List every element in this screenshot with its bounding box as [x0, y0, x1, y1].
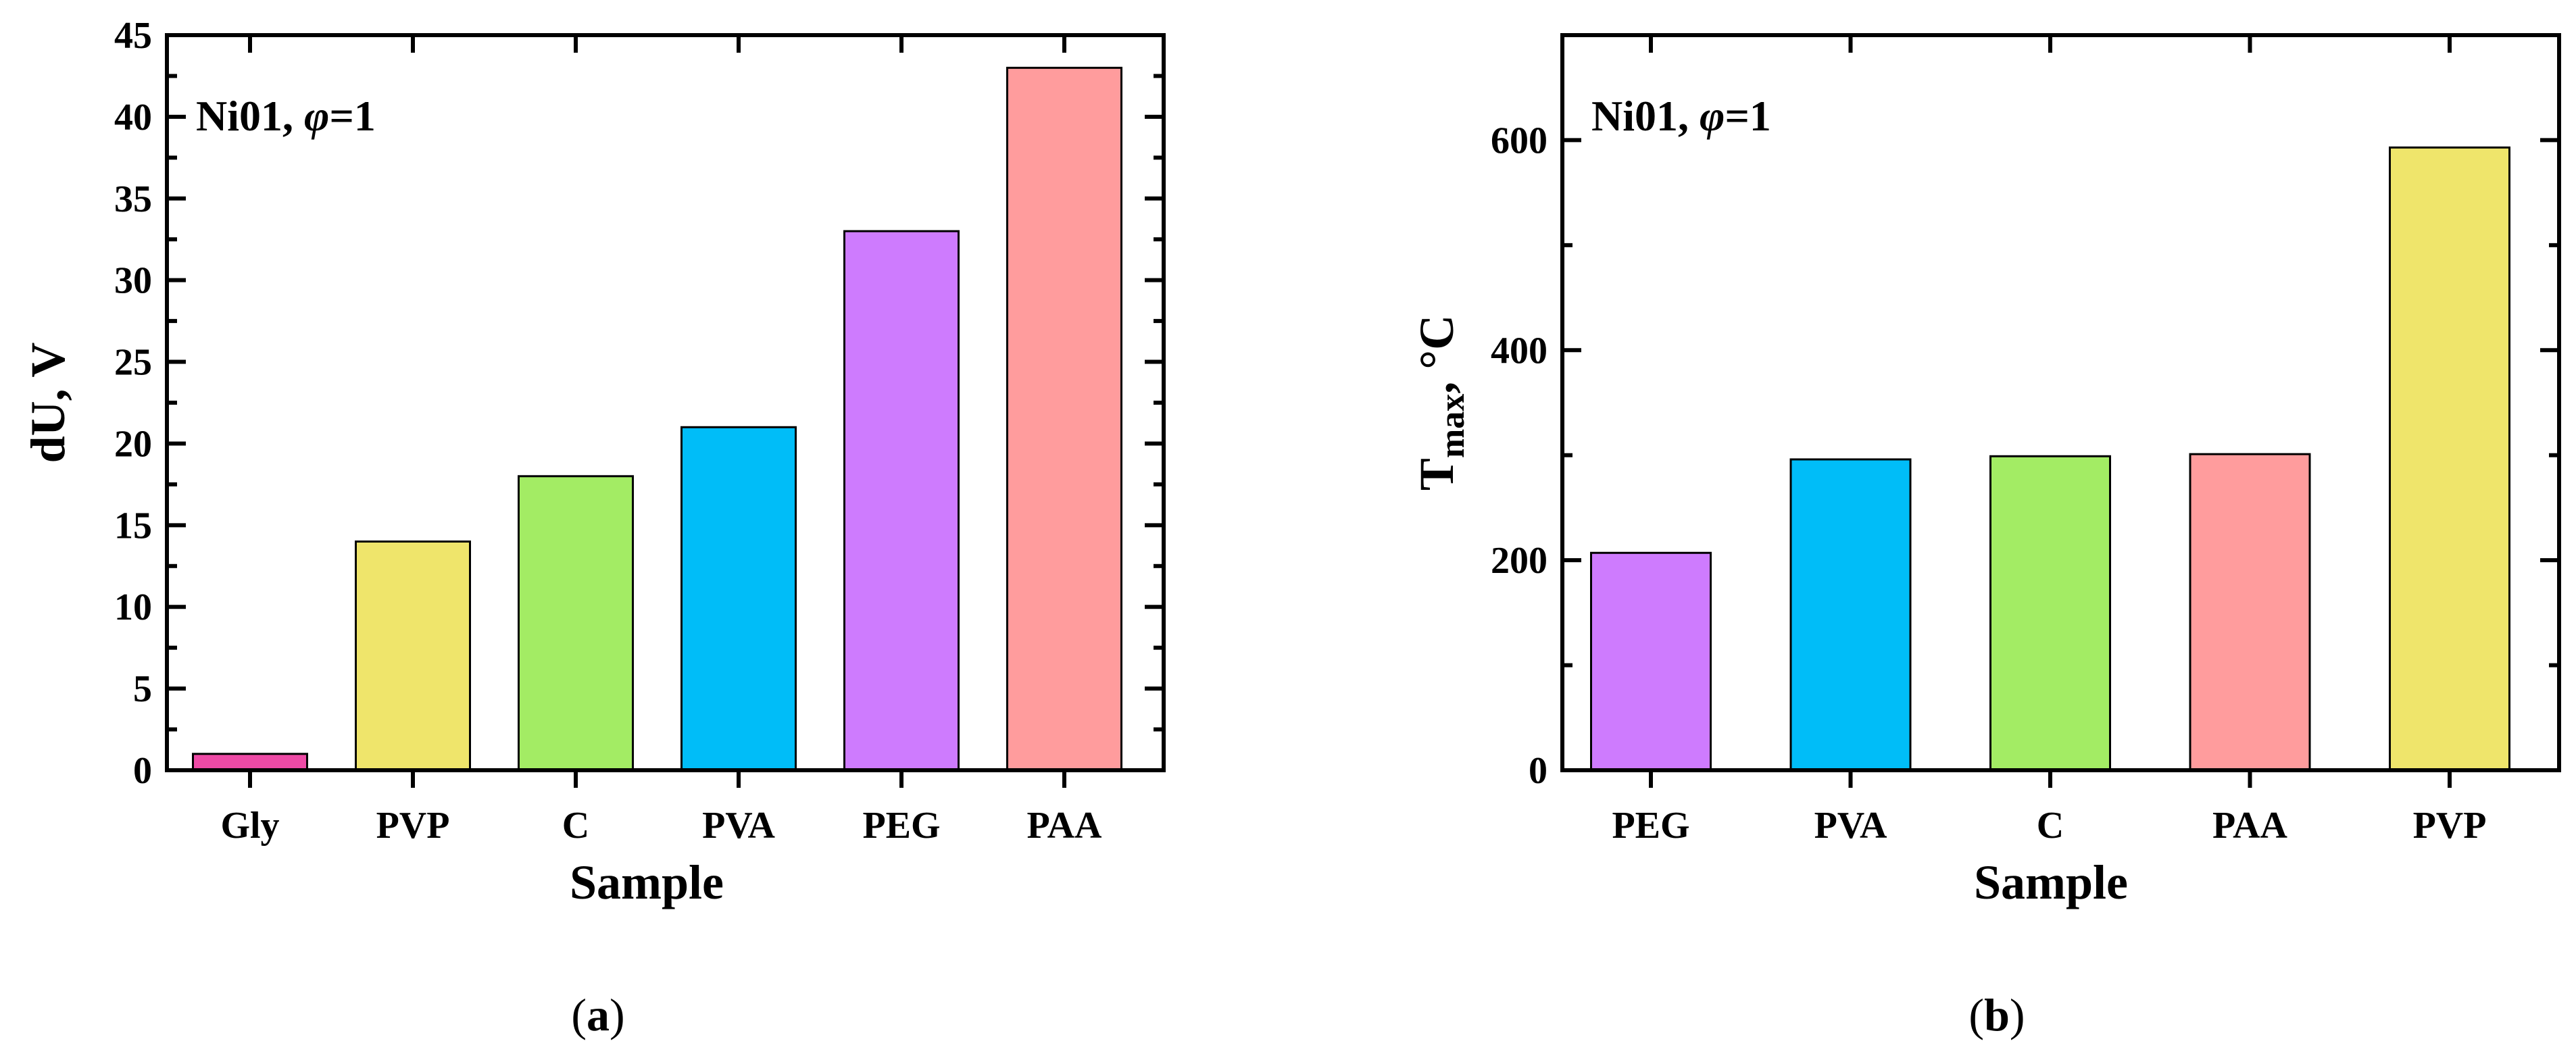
bar-pva [680, 426, 797, 772]
y-tick-label: 400 [1491, 330, 1547, 372]
bar-peg [843, 230, 960, 772]
bar-pvp [2389, 146, 2510, 772]
y-tick-label: 5 [133, 668, 152, 710]
panel-b: 0 200 400 600 PEG PVA C PAA PVP Ni01, φ=1 Sample… [1410, 33, 2561, 1040]
panel-b-tick-labels: 0 200 400 600 PEG PVA C PAA PVP [1491, 120, 2486, 847]
panel-a-annotation: Ni01, φ=1 [196, 92, 376, 140]
x-tick-label-c: C [562, 805, 589, 847]
y-tick-label: 0 [133, 750, 152, 792]
panel-a-x-axis-title: Sample [570, 855, 724, 909]
x-tick-label-peg: PEG [862, 805, 940, 847]
x-tick-label-paa: PAA [2212, 805, 2287, 847]
panel-b-label: (b) [1968, 989, 2025, 1040]
bar-gly [192, 753, 308, 772]
y-tick-label: 200 [1491, 540, 1547, 582]
x-tick-label-pva: PVA [1814, 805, 1887, 847]
panel-b-annotation: Ni01, φ=1 [1591, 92, 1771, 140]
bar-pva [1789, 458, 1912, 772]
panel-b-bars [1590, 146, 2510, 772]
panel-a-bars [192, 66, 1122, 772]
bar-paa [1006, 66, 1122, 772]
bar-pvp [355, 541, 471, 772]
x-tick-label-paa: PAA [1027, 805, 1102, 847]
bar-paa [2189, 453, 2311, 772]
y-tick-label: 35 [114, 178, 152, 220]
y-tick-label: 25 [114, 342, 152, 384]
x-tick-label-pvp: PVP [376, 805, 450, 847]
panel-b-x-axis-title: Sample [1974, 855, 2128, 909]
panel-a-y-axis-title: dU, V [21, 343, 75, 463]
bar-peg [1590, 551, 1712, 772]
panel-b-y-axis-title: Tmax, °C [1410, 315, 1472, 491]
y-tick-label: 0 [1529, 750, 1547, 792]
y-tick-label: 15 [114, 505, 152, 547]
y-tick-label: 600 [1491, 120, 1547, 161]
y-tick-label: 45 [114, 15, 152, 57]
panel-a: 0 5 10 15 20 25 30 35 40 45 Gly PVP C PVA PEG PAA Ni01,… [21, 15, 1166, 1040]
bar-c [1989, 455, 2111, 772]
x-tick-label-pva: PVA [702, 805, 775, 847]
x-tick-label-c: C [2037, 805, 2064, 847]
y-tick-label: 20 [114, 423, 152, 465]
bar-c [518, 475, 634, 772]
y-tick-label: 30 [114, 260, 152, 302]
panel-a-tick-labels: 0 5 10 15 20 25 30 35 40 45 Gly PVP C PVA PEG PAA [114, 15, 1102, 847]
y-tick-label: 40 [114, 97, 152, 139]
x-tick-label-pvp: PVP [2413, 805, 2487, 847]
x-tick-label-gly: Gly [220, 805, 279, 847]
panel-a-ticks [167, 33, 1164, 788]
y-tick-label: 10 [114, 586, 152, 628]
panel-a-frame [165, 33, 1166, 772]
x-tick-label-peg: PEG [1612, 805, 1689, 847]
panel-b-frame [1560, 33, 2561, 772]
panel-a-label: (a) [571, 989, 624, 1040]
